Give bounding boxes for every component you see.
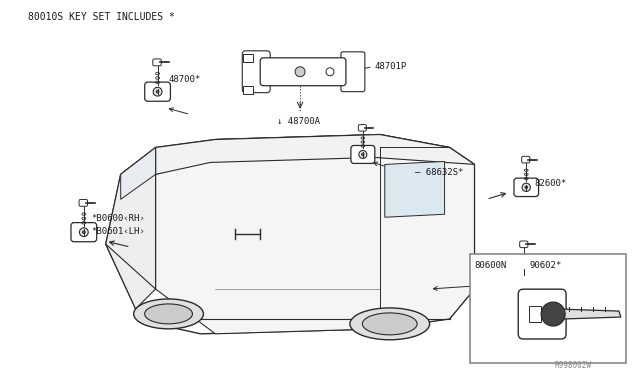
Circle shape (83, 231, 85, 234)
FancyBboxPatch shape (514, 178, 539, 196)
Polygon shape (156, 135, 474, 174)
Circle shape (525, 186, 527, 189)
Bar (243, 54, 253, 62)
Circle shape (153, 87, 162, 96)
Bar (243, 86, 253, 94)
FancyBboxPatch shape (520, 241, 528, 248)
FancyBboxPatch shape (243, 51, 270, 93)
FancyBboxPatch shape (358, 125, 366, 131)
Polygon shape (156, 135, 474, 334)
FancyBboxPatch shape (79, 199, 88, 206)
FancyBboxPatch shape (341, 52, 365, 92)
Circle shape (520, 268, 529, 276)
FancyBboxPatch shape (518, 289, 566, 339)
Circle shape (523, 271, 525, 273)
Circle shape (295, 67, 305, 77)
FancyBboxPatch shape (260, 58, 346, 86)
Circle shape (541, 302, 565, 326)
Text: R998002W: R998002W (554, 361, 591, 370)
Text: *B0601‹LH›: *B0601‹LH› (91, 227, 145, 236)
Polygon shape (106, 135, 474, 334)
Text: 80600N: 80600N (475, 261, 507, 270)
Circle shape (522, 183, 531, 192)
FancyBboxPatch shape (351, 145, 375, 163)
FancyBboxPatch shape (153, 59, 161, 66)
FancyBboxPatch shape (145, 82, 170, 101)
Text: 90602*: 90602* (529, 261, 561, 270)
Text: ↓ 48700A: ↓ 48700A (277, 116, 320, 126)
FancyBboxPatch shape (512, 263, 536, 281)
Polygon shape (106, 147, 156, 309)
Text: 48701P: 48701P (375, 62, 407, 71)
Circle shape (79, 228, 88, 237)
Ellipse shape (145, 304, 193, 324)
Text: 80010S KEY SET INCLUDES *: 80010S KEY SET INCLUDES * (28, 12, 175, 22)
Polygon shape (561, 309, 621, 319)
FancyBboxPatch shape (71, 222, 97, 242)
Text: *B0600‹RH›: *B0600‹RH› (91, 214, 145, 223)
Circle shape (156, 90, 159, 93)
Bar (470, 254, 626, 363)
Text: 48700*: 48700* (168, 75, 201, 84)
Text: — 68632S*: — 68632S* (415, 168, 463, 177)
Polygon shape (385, 161, 445, 217)
Circle shape (326, 68, 334, 76)
FancyBboxPatch shape (522, 156, 530, 163)
Ellipse shape (362, 313, 417, 335)
Circle shape (359, 150, 367, 158)
Text: 82600*: 82600* (534, 179, 566, 188)
Ellipse shape (134, 299, 204, 329)
Circle shape (362, 153, 364, 156)
Ellipse shape (350, 308, 429, 340)
Bar (529, 306, 541, 322)
Polygon shape (121, 147, 156, 199)
